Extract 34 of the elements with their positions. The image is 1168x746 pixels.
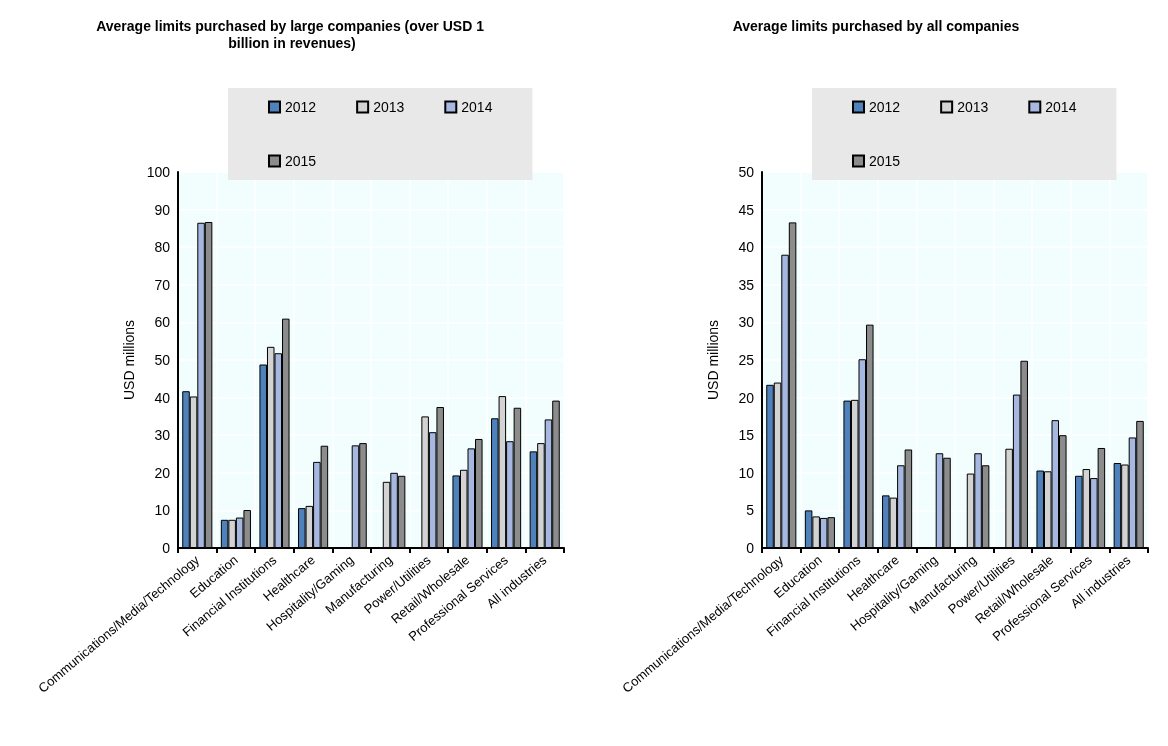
y-tick-label: 15 [738, 427, 755, 444]
legend-label: 2015 [869, 153, 901, 169]
chart-title: Average limits purchased by large companies (over USD 1 billion in revenues) [96, 17, 488, 51]
y-tick-label: 60 [154, 314, 171, 331]
y-tick-label: 50 [738, 164, 755, 180]
y-tick-label: 25 [738, 352, 755, 368]
y-tick-label: 5 [746, 502, 755, 519]
y-tick-label: 30 [154, 427, 171, 444]
y-tick-label: 10 [154, 502, 171, 519]
y-tick-label: 30 [738, 314, 755, 331]
y-axis-title: USD millions [705, 319, 721, 401]
y-tick-label: 20 [154, 464, 171, 481]
y-tick-label: 20 [738, 389, 755, 406]
y-tick-label: 100 [146, 164, 171, 180]
y-tick-label: 0 [162, 540, 171, 556]
y-tick-label: 10 [738, 464, 755, 481]
y-tick-label: 0 [746, 540, 755, 556]
y-tick-label: 50 [154, 352, 171, 368]
y-tick-label: 80 [154, 239, 171, 256]
y-tick-label: 40 [738, 239, 755, 256]
legend-label: 2013 [957, 99, 989, 115]
y-axis-title: USD millions [120, 319, 137, 401]
legend-label: 2014 [1045, 99, 1077, 115]
legend-label: 2012 [869, 99, 901, 115]
legend-label: 2015 [285, 153, 317, 169]
chart-title: Average limits purchased by all companies [732, 17, 1020, 34]
y-tick-label: 35 [738, 276, 755, 293]
y-tick-label: 90 [154, 201, 171, 218]
legend-label: 2012 [285, 99, 317, 115]
legend-label: 2014 [461, 99, 493, 115]
y-tick-label: 70 [154, 276, 171, 293]
y-tick-label: 45 [738, 201, 755, 218]
y-tick-label: 40 [154, 389, 171, 406]
legend-label: 2013 [373, 99, 405, 115]
